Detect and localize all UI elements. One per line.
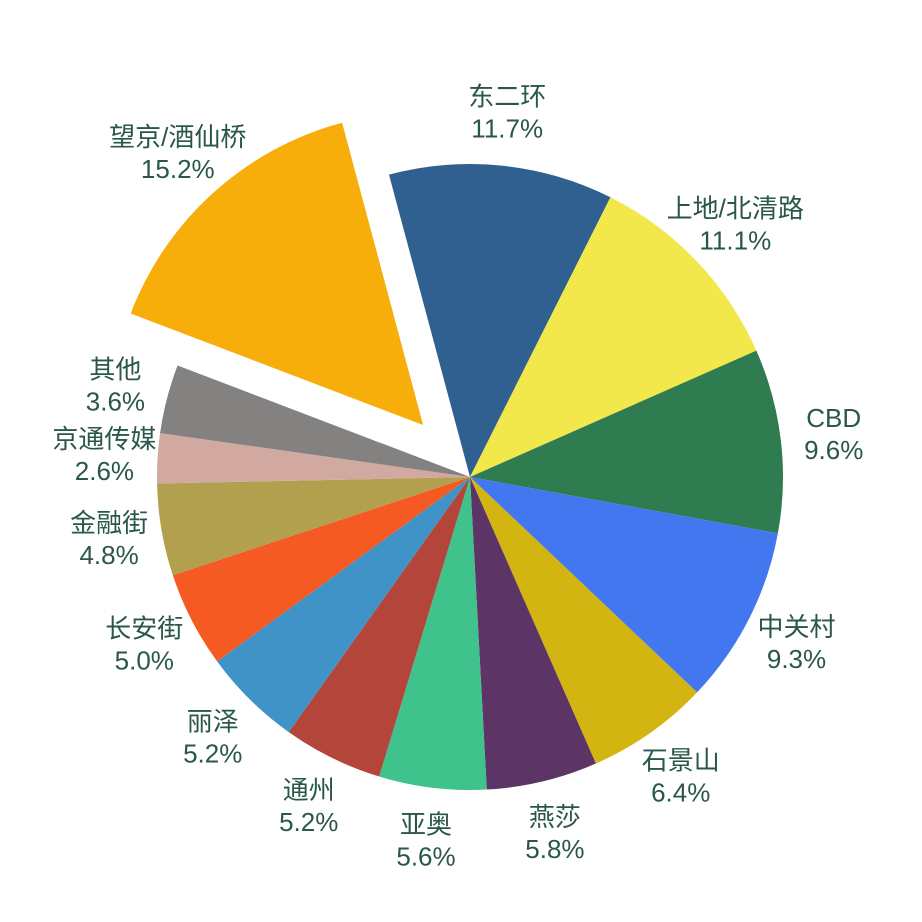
- pie-slice-11: [157, 433, 470, 484]
- pie-label-12: 其他 3.6%: [86, 355, 145, 417]
- pie-slice-1: [470, 197, 757, 477]
- pie-label-9: 长安街 5.0%: [105, 613, 183, 675]
- pie-label-7: 通州 5.2%: [279, 775, 338, 837]
- pie-label-percent: 5.2%: [183, 739, 242, 769]
- pie-slice-3: [470, 477, 778, 693]
- pie-label-name: 亚奥: [400, 810, 452, 840]
- pie-label-name: 长安街: [105, 613, 183, 643]
- pie-label-11: 京通传媒 2.6%: [52, 424, 156, 486]
- pie-label-percent: 3.6%: [86, 387, 145, 417]
- pie-label-percent: 9.3%: [767, 644, 826, 674]
- pie-label-4: 石景山 6.4%: [642, 746, 720, 808]
- pie-slice-10: [157, 477, 470, 576]
- pie-slice-5: [470, 477, 596, 790]
- pie-label-name: CBD: [806, 403, 861, 433]
- pie-label-name: 望京/酒仙桥: [109, 122, 246, 152]
- pie-label-2: CBD 9.6%: [804, 403, 863, 465]
- pie-label-name: 上地/北清路: [667, 194, 804, 224]
- pie-label-name: 其他: [89, 355, 141, 385]
- pie-slice-13: [130, 122, 424, 426]
- pie-slice-8: [217, 477, 470, 733]
- pie-label-percent: 5.0%: [115, 645, 174, 675]
- pie-label-name: 石景山: [642, 746, 720, 776]
- pie-label-name: 通州: [283, 775, 335, 805]
- pie-label-name: 中关村: [757, 612, 835, 642]
- pie-label-name: 燕莎: [529, 802, 581, 832]
- pie-label-13: 望京/酒仙桥 15.2%: [109, 122, 246, 184]
- pie-slice-6: [379, 477, 487, 790]
- pie-slice-12: [160, 365, 470, 477]
- pie-label-name: 金融街: [70, 508, 148, 538]
- pie-label-percent: 4.8%: [79, 540, 138, 570]
- pie-label-3: 中关村 9.3%: [757, 612, 835, 674]
- pie-label-percent: 5.6%: [396, 842, 455, 872]
- pie-label-name: 京通传媒: [52, 424, 156, 454]
- pie-slice-0: [388, 164, 611, 477]
- pie-slice-7: [288, 477, 470, 777]
- pie-label-1: 上地/北清路 11.1%: [667, 194, 804, 256]
- pie-label-percent: 11.7%: [471, 114, 543, 144]
- pie-slice-2: [470, 350, 784, 534]
- pie-label-percent: 5.2%: [279, 807, 338, 837]
- pie-label-0: 东二环 11.7%: [468, 82, 546, 144]
- pie-slice-4: [470, 477, 698, 764]
- pie-label-name: 东二环: [468, 82, 546, 112]
- pie-label-percent: 2.6%: [75, 456, 134, 486]
- pie-label-percent: 5.8%: [525, 834, 584, 864]
- pie-label-10: 金融街 4.8%: [70, 508, 148, 570]
- pie-label-6: 亚奥 5.6%: [396, 810, 455, 872]
- pie-label-percent: 6.4%: [651, 778, 710, 808]
- pie-label-percent: 15.2%: [141, 154, 215, 184]
- pie-label-percent: 11.1%: [699, 226, 771, 256]
- pie-label-8: 丽泽 5.2%: [183, 707, 242, 769]
- pie-label-name: 丽泽: [187, 707, 239, 737]
- pie-label-5: 燕莎 5.8%: [525, 802, 584, 864]
- pie-label-percent: 9.6%: [804, 435, 863, 465]
- pie-slice-9: [172, 477, 470, 662]
